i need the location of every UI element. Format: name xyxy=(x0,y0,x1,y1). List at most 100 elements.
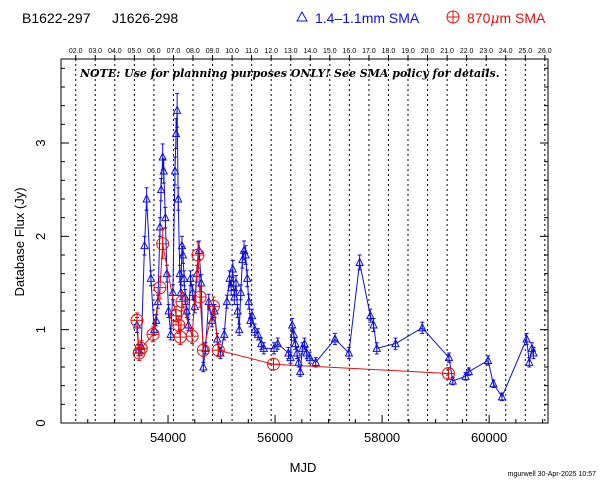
series-red xyxy=(130,228,455,381)
planning-note: NOTE: Use for planning purposes ONLY! Se… xyxy=(79,67,500,80)
x-axis-label: MJD xyxy=(290,460,317,475)
year-tick-label: 22.0 xyxy=(460,48,474,55)
data-point-triangle xyxy=(155,221,165,231)
y-tick-label: 1 xyxy=(33,326,48,333)
year-tick-label: 04.0 xyxy=(108,48,122,55)
year-tick-label: 09.0 xyxy=(206,48,220,55)
data-point-triangle xyxy=(305,352,315,362)
year-tick-label: 11.0 xyxy=(245,48,258,55)
year-tick-label: 08.0 xyxy=(186,48,200,55)
data-point-triangle xyxy=(253,329,263,338)
data-point-triangle xyxy=(161,212,170,222)
data-point-triangle xyxy=(448,375,458,385)
year-tick-label: 02.0 xyxy=(69,48,83,55)
data-point-triangle xyxy=(234,324,244,334)
data-point-circle-plus xyxy=(130,313,144,327)
data-point-triangle xyxy=(366,310,375,320)
data-point-triangle xyxy=(179,273,189,282)
data-point-triangle xyxy=(244,296,254,306)
source-name-left: B1622-297 xyxy=(22,10,91,26)
year-tick-label: 10.0 xyxy=(225,48,239,55)
year-tick-label: 23.0 xyxy=(479,48,493,55)
y-tick-label: 0 xyxy=(33,419,48,426)
data-point-triangle xyxy=(289,329,299,338)
data-point-circle-plus xyxy=(207,299,221,313)
year-tick-label: 14.0 xyxy=(303,48,317,55)
data-point-triangle xyxy=(295,366,305,376)
data-point-triangle xyxy=(172,105,182,114)
year-tick-label: 18.0 xyxy=(382,48,396,55)
data-point-triangle xyxy=(269,343,279,352)
data-point-triangle xyxy=(188,287,197,296)
data-point-triangle xyxy=(228,263,238,273)
year-tick-label: 13.0 xyxy=(284,48,298,55)
year-labels: 02.0 03.0 04.0 05.0 06.0 07.0 08.0 09.0 10.0 11.0… xyxy=(69,48,552,55)
y-tick-label: 2 xyxy=(33,233,48,240)
data-point-triangle xyxy=(142,193,151,203)
data-point-triangle xyxy=(489,378,498,388)
data-point-circle-plus xyxy=(211,343,225,357)
data-point-triangle xyxy=(286,352,295,362)
data-point-circle-plus xyxy=(173,330,187,344)
data-point-triangle xyxy=(199,361,208,371)
data-point-triangle xyxy=(162,268,172,278)
year-tick-label: 03.0 xyxy=(88,48,102,55)
data-point-circle-plus xyxy=(134,341,148,355)
source-name-right: J1626-298 xyxy=(112,10,178,26)
data-point-triangle xyxy=(444,352,454,362)
year-tick-label: 19.0 xyxy=(401,48,415,55)
data-point-triangle xyxy=(372,343,382,352)
data-point-triangle xyxy=(173,193,183,203)
x-axis-ticks: 54000 56000 58000 60000 xyxy=(87,415,544,445)
data-point-circle-plus xyxy=(153,281,167,295)
data-point-triangle xyxy=(369,319,378,329)
data-point-triangle xyxy=(168,287,178,296)
data-point-triangle xyxy=(178,249,188,259)
data-point-triangle xyxy=(247,310,257,320)
data-point-triangle xyxy=(159,165,169,175)
data-point-circle-plus xyxy=(266,357,280,371)
data-point-triangle xyxy=(170,165,180,175)
x-tick-label: 54000 xyxy=(150,430,186,445)
data-point-triangle xyxy=(230,291,239,301)
data-point-triangle xyxy=(273,338,283,348)
y-axis-ticks: 0 1 2 3 xyxy=(33,67,548,427)
data-point-triangle xyxy=(497,391,507,401)
data-point-triangle xyxy=(344,347,354,357)
data-point-triangle xyxy=(180,291,190,301)
year-tick-label: 17.0 xyxy=(362,48,376,55)
legend-red: 870μm SMA xyxy=(446,10,546,27)
data-point-triangle xyxy=(151,315,161,324)
x-tick-label: 58000 xyxy=(364,430,400,445)
data-point-triangle xyxy=(177,240,187,250)
data-point-circle-plus xyxy=(146,327,160,341)
data-point-triangle xyxy=(226,282,236,292)
data-point-triangle xyxy=(291,338,300,348)
data-point-triangle xyxy=(146,273,156,282)
data-point-triangle xyxy=(241,249,250,259)
legend-red-label: 870μm SMA xyxy=(467,10,546,27)
credit-stamp: mgurwell 30-Apr-2025 10:57 xyxy=(508,471,596,478)
year-tick-label: 06.0 xyxy=(147,48,161,55)
year-tick-label: 26.0 xyxy=(538,48,552,55)
data-point-triangle xyxy=(529,347,538,357)
data-point-triangle xyxy=(184,319,193,329)
x-tick-label: 56000 xyxy=(257,430,293,445)
data-point-triangle xyxy=(524,357,534,366)
plot-frame xyxy=(60,58,549,424)
legend-triangle-icon xyxy=(296,10,308,22)
year-tick-label: 07.0 xyxy=(167,48,181,55)
data-point-triangle xyxy=(242,273,252,282)
data-point-circle-plus xyxy=(196,343,210,357)
x-tick-label: 60000 xyxy=(471,430,507,445)
y-axis-label: Database Flux (Jy) xyxy=(12,187,27,296)
data-point-triangle xyxy=(330,333,340,343)
year-tick-label: 15.0 xyxy=(323,48,337,55)
data-point-triangle xyxy=(259,343,269,352)
data-point-triangle xyxy=(391,338,400,348)
data-point-circle-plus xyxy=(441,367,455,381)
data-point-triangle xyxy=(190,301,200,310)
data-point-triangle xyxy=(166,329,176,338)
data-point-triangle xyxy=(233,305,242,315)
